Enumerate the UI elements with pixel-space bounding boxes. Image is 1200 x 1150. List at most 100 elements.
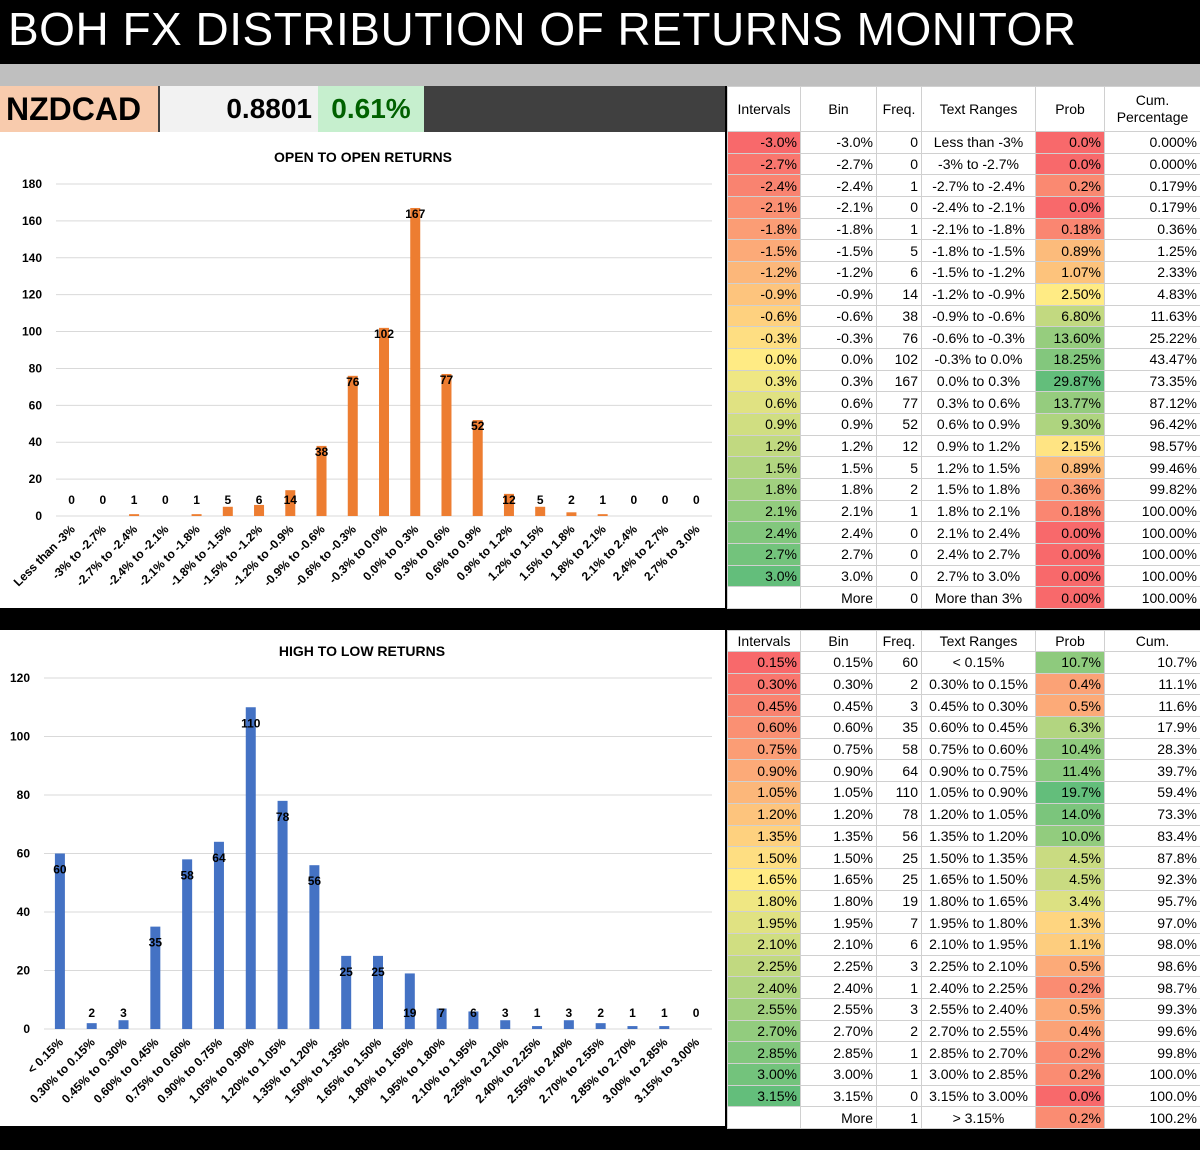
cell-text-range: 2.1% to 2.4% xyxy=(921,521,1036,545)
cell-bin: 0.30% xyxy=(800,672,877,696)
y-tick-label: 120 xyxy=(22,288,42,302)
cell-prob: 0.4% xyxy=(1035,1019,1105,1043)
cell-interval: 2.70% xyxy=(727,1019,801,1043)
cell-text-range: 0.3% to 0.6% xyxy=(921,391,1036,414)
cell-prob: 6.3% xyxy=(1035,716,1105,739)
bar xyxy=(222,506,233,516)
cell-freq: 56 xyxy=(876,824,922,848)
cell-bin: 0.6% xyxy=(800,391,877,414)
bar xyxy=(54,853,65,1029)
header-freq: Freq. xyxy=(876,86,922,132)
data-label: 5 xyxy=(224,493,231,507)
cell-text-range: 1.95% to 1.80% xyxy=(921,911,1036,934)
bar xyxy=(285,490,296,516)
table-row: 0.45% 0.45% 3 0.45% to 0.30% 0.5% 11.6% xyxy=(727,694,1200,718)
cell-text-range: -2.4% to -2.1% xyxy=(921,196,1036,219)
cell-interval: -0.9% xyxy=(727,282,801,306)
cell-freq: 12 xyxy=(876,434,922,458)
cell-cum: 0.36% xyxy=(1104,217,1200,241)
cell-text-range: 1.50% to 1.35% xyxy=(921,846,1036,869)
cell-text-range: -2.7% to -2.4% xyxy=(921,174,1036,198)
bar xyxy=(309,865,320,1029)
cell-text-range: 1.20% to 1.05% xyxy=(921,802,1036,826)
y-tick-label: 100 xyxy=(22,325,42,339)
cell-interval: -1.2% xyxy=(727,261,801,284)
cell-prob: 1.1% xyxy=(1035,932,1105,956)
cell-text-range: 1.5% to 1.8% xyxy=(921,478,1036,501)
data-label: 5 xyxy=(537,493,544,507)
cell-interval xyxy=(727,1106,801,1130)
table-row: 0.15% 0.15% 60 < 0.15% 10.7% 10.7% xyxy=(727,651,1200,674)
data-label: 58 xyxy=(180,868,194,882)
table-row: -1.8% -1.8% 1 -2.1% to -1.8% 0.18% 0.36% xyxy=(727,217,1200,241)
cell-prob: 0.0% xyxy=(1035,152,1105,176)
table-row: -1.5% -1.5% 5 -1.8% to -1.5% 0.89% 1.25% xyxy=(727,239,1200,263)
table-row: 0.30% 0.30% 2 0.30% to 0.15% 0.4% 11.1% xyxy=(727,672,1200,696)
y-tick-label: 180 xyxy=(22,177,42,191)
bar xyxy=(500,1020,511,1029)
cell-prob: 0.0% xyxy=(1035,196,1105,219)
cell-bin: 1.50% xyxy=(800,846,877,869)
cell-prob: 29.87% xyxy=(1035,369,1105,393)
table-row: -2.7% -2.7% 0 -3% to -2.7% 0.0% 0.000% xyxy=(727,152,1200,176)
cell-bin: 1.95% xyxy=(800,911,877,934)
data-label: 35 xyxy=(149,936,163,950)
table-row: 1.2% 1.2% 12 0.9% to 1.2% 2.15% 98.57% xyxy=(727,434,1200,458)
table-header-row: Intervals Bin Freq. Text Ranges Prob Cum… xyxy=(727,630,1200,652)
data-label: 0 xyxy=(68,493,75,507)
high-to-low-chart: HIGH TO LOW RETURNS 0 20 40 60 80 100 120 60 < 0.… xyxy=(0,630,725,1126)
header-intervals: Intervals xyxy=(727,86,801,132)
cell-freq: 0 xyxy=(876,521,922,545)
data-label: 0 xyxy=(631,493,638,507)
cell-interval: 0.90% xyxy=(727,759,801,783)
bar xyxy=(341,955,352,1029)
cell-interval: -1.8% xyxy=(727,217,801,241)
data-label: 0 xyxy=(100,493,107,507)
cell-freq: 167 xyxy=(876,369,922,393)
cell-cum: 100.00% xyxy=(1104,543,1200,566)
cell-interval: 0.15% xyxy=(727,651,801,674)
data-label: 2 xyxy=(568,493,575,507)
bar xyxy=(347,375,358,516)
cell-bin: 3.15% xyxy=(800,1084,877,1108)
cell-cum: 11.63% xyxy=(1104,304,1200,328)
data-label: 0 xyxy=(162,493,169,507)
data-label: 78 xyxy=(276,810,290,824)
cell-text-range: 2.7% to 3.0% xyxy=(921,564,1036,588)
bar xyxy=(468,1011,479,1029)
y-tick-label: 0 xyxy=(23,1022,30,1036)
cell-cum: 99.46% xyxy=(1104,456,1200,479)
data-label: 1 xyxy=(131,493,138,507)
cell-cum: 92.3% xyxy=(1104,867,1200,891)
bar xyxy=(379,327,389,516)
cell-bin: 1.80% xyxy=(800,889,877,913)
cell-prob: 0.4% xyxy=(1035,672,1105,696)
cell-prob: 13.60% xyxy=(1035,326,1105,349)
cell-interval: 1.80% xyxy=(727,889,801,913)
cell-freq: 1 xyxy=(876,1106,922,1130)
cell-bin: 2.1% xyxy=(800,499,877,523)
cell-cum: 97.0% xyxy=(1104,911,1200,934)
open-to-open-table: Intervals Bin Freq. Text Ranges Prob Cum… xyxy=(727,86,1200,610)
cell-cum: 87.12% xyxy=(1104,391,1200,414)
table-row: 0.3% 0.3% 167 0.0% to 0.3% 29.87% 73.35% xyxy=(727,369,1200,393)
cell-interval: 1.05% xyxy=(727,781,801,804)
bar xyxy=(532,1026,543,1029)
data-label: 167 xyxy=(405,207,425,221)
data-label: 14 xyxy=(284,493,298,507)
cell-cum: 99.82% xyxy=(1104,478,1200,501)
cell-cum: 99.6% xyxy=(1104,1019,1200,1043)
cell-bin: More xyxy=(800,1106,877,1130)
y-tick-label: 20 xyxy=(29,472,43,486)
table-row: 1.50% 1.50% 25 1.50% to 1.35% 4.5% 87.8% xyxy=(727,846,1200,869)
cell-interval: -0.3% xyxy=(727,326,801,349)
cell-text-range: Less than -3% xyxy=(921,131,1036,154)
cell-text-range: More than 3% xyxy=(921,586,1036,610)
cell-text-range: -1.2% to -0.9% xyxy=(921,282,1036,306)
header-text-ranges: Text Ranges xyxy=(921,630,1036,652)
cell-text-range: 1.35% to 1.20% xyxy=(921,824,1036,848)
cell-interval: 2.85% xyxy=(727,1041,801,1065)
cell-cum: 98.57% xyxy=(1104,434,1200,458)
cell-cum: 17.9% xyxy=(1104,716,1200,739)
data-label: 6 xyxy=(256,493,263,507)
